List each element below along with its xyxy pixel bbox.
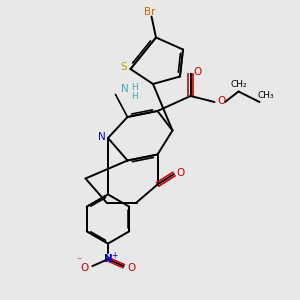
Text: CH₃: CH₃ <box>257 91 274 100</box>
Text: O: O <box>217 95 225 106</box>
Text: ⁻: ⁻ <box>76 256 82 267</box>
Text: N: N <box>98 131 105 142</box>
Text: H: H <box>131 82 137 91</box>
Text: O: O <box>81 262 89 273</box>
Text: O: O <box>176 167 185 178</box>
Text: O: O <box>193 67 201 77</box>
Text: S: S <box>121 62 127 73</box>
Text: H: H <box>131 92 137 101</box>
Text: Br: Br <box>144 7 156 17</box>
Text: N: N <box>121 84 128 94</box>
Text: CH₂: CH₂ <box>230 80 247 89</box>
Text: +: + <box>111 251 118 260</box>
Text: O: O <box>127 262 135 273</box>
Text: N: N <box>103 254 112 264</box>
